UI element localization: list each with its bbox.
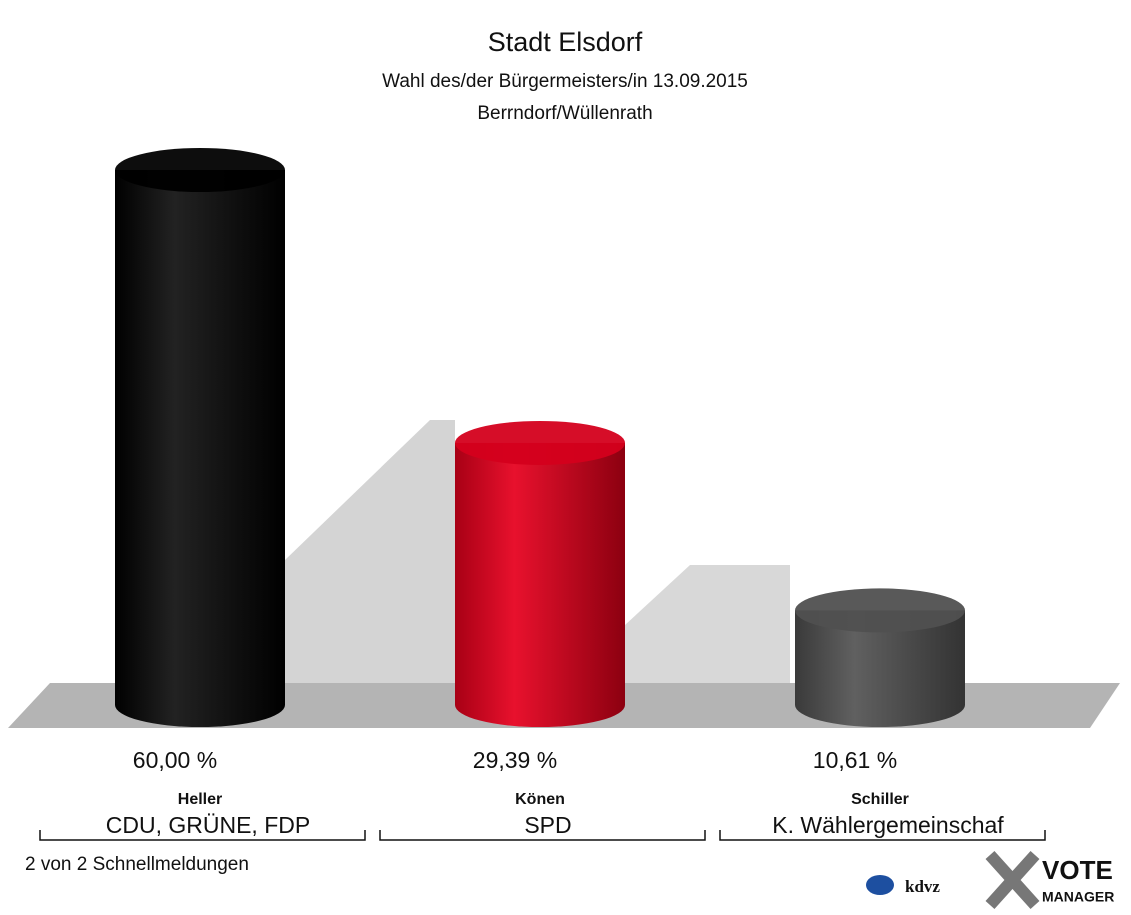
bar-body <box>115 170 285 705</box>
category-label: Schiller <box>851 791 909 808</box>
category-label: Könen <box>515 791 565 808</box>
bar-top <box>115 148 285 192</box>
bar-top <box>455 420 625 465</box>
bar-top <box>795 588 965 633</box>
party-bracket <box>379 830 706 841</box>
logo-text: VOTE <box>1042 855 1113 885</box>
bar <box>455 420 625 727</box>
logo-cross <box>985 850 1040 910</box>
bar <box>795 588 965 727</box>
footer: 2 von 2 Schnellmeldungen <box>25 854 249 875</box>
party-label: K. Wählergemeinschaf <box>772 812 1004 838</box>
bar-shadow <box>625 565 790 683</box>
party-bracket <box>719 830 1046 841</box>
bar <box>115 148 285 727</box>
bar-body <box>455 442 625 705</box>
party-label: SPD <box>524 812 571 838</box>
category-label: Heller <box>178 791 222 808</box>
value-label: 29,39 % <box>473 747 557 773</box>
bar-shadow <box>285 420 455 683</box>
logo-text: kdvz <box>905 877 940 896</box>
logo-text: MANAGER <box>1042 889 1114 905</box>
chart-subtitle: Wahl des/der Bürgermeisters/in 13.09.201… <box>382 71 748 92</box>
chart-subtitle: Berrndorf/Wüllenrath <box>477 103 652 124</box>
value-label: 10,61 % <box>813 747 897 773</box>
logo-globe <box>866 875 894 895</box>
chart-title: Stadt Elsdorf <box>488 27 643 57</box>
value-label: 60,00 % <box>133 747 217 773</box>
party-bracket <box>39 830 366 841</box>
party-label: CDU, GRÜNE, FDP <box>106 812 310 838</box>
logo: kdvz VOTE MANAGER <box>866 850 1114 910</box>
